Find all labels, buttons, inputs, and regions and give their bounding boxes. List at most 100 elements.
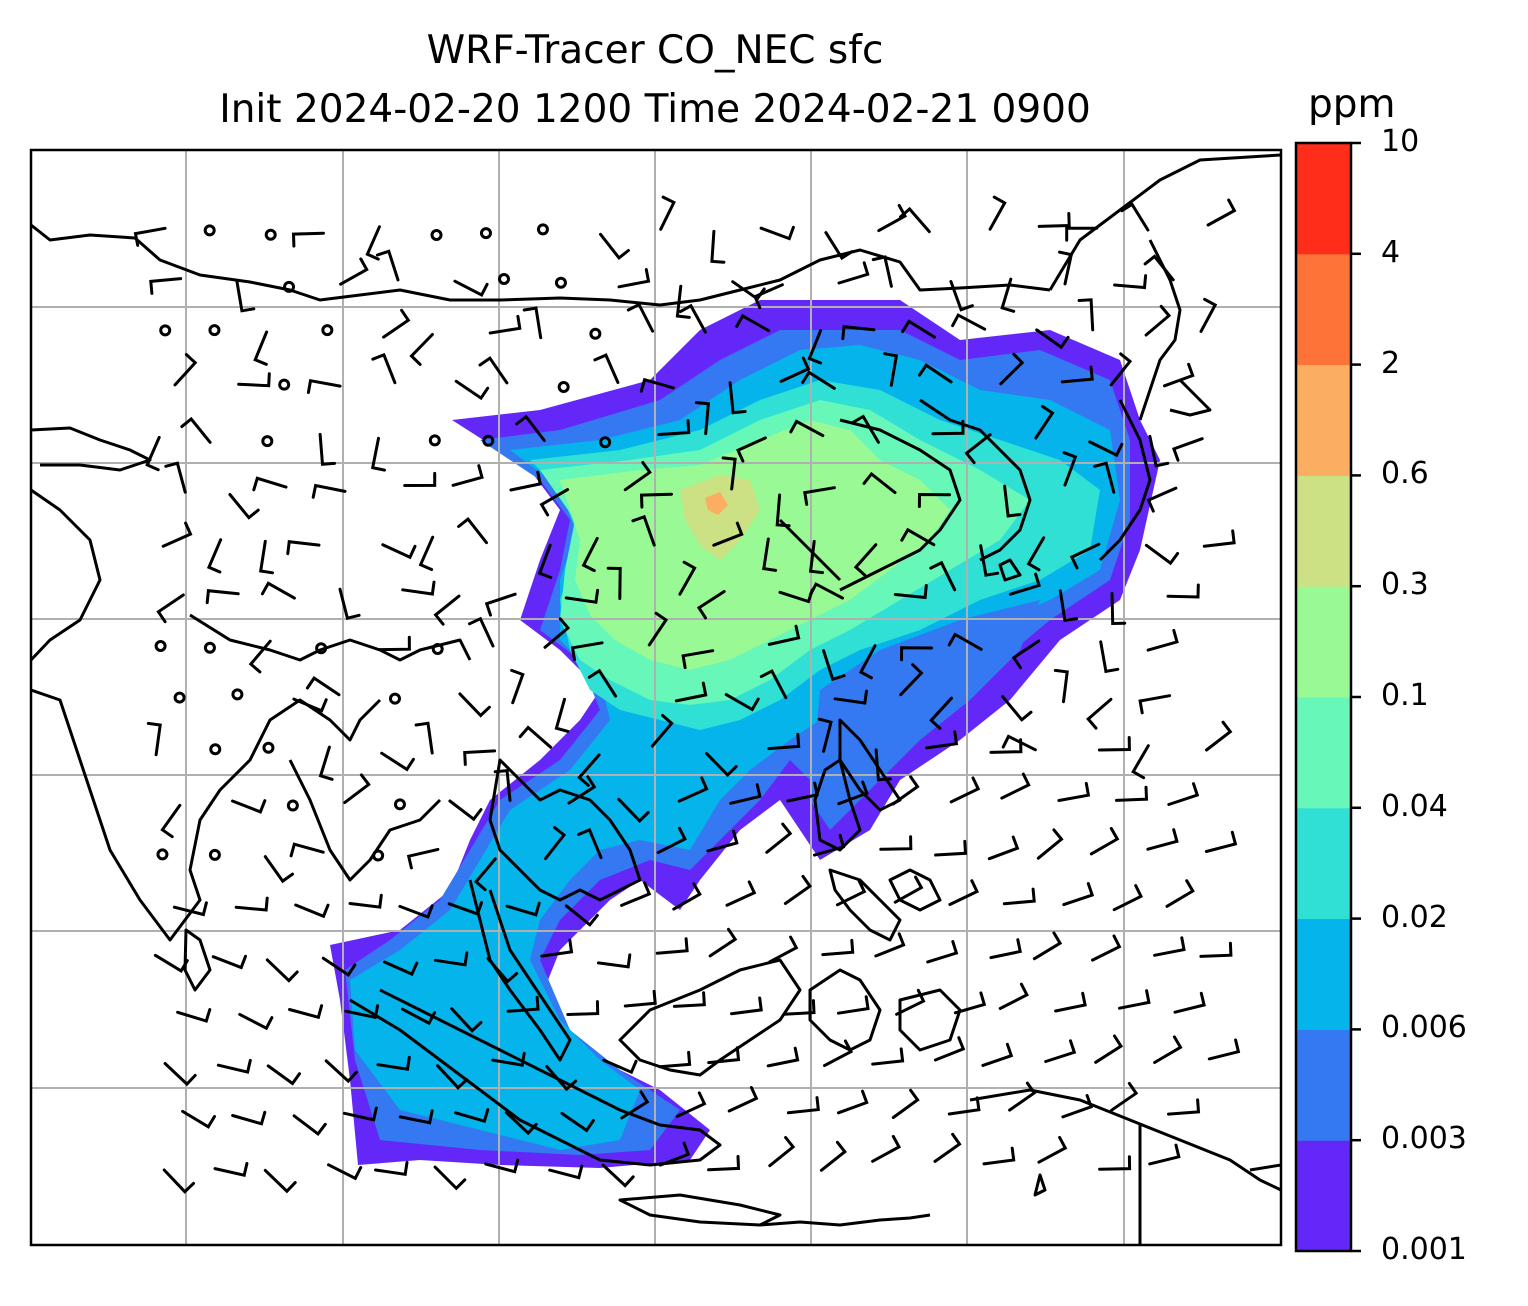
plume-east-arm xyxy=(810,600,1040,830)
wind-barb xyxy=(765,822,793,854)
wind-barb xyxy=(566,1000,600,1016)
wind-barb xyxy=(398,1109,434,1125)
wind-barb xyxy=(161,521,193,548)
wind-barb xyxy=(403,471,437,487)
wind-barb xyxy=(658,1141,691,1167)
wind-barb xyxy=(321,956,357,977)
wind-barb xyxy=(289,842,325,858)
wind-barb xyxy=(506,995,540,1013)
wind-barb xyxy=(893,584,928,600)
wind-barb xyxy=(803,486,836,506)
colorbar-tick-label: 0.6 xyxy=(1381,456,1429,492)
wind-barb xyxy=(522,306,543,340)
wind-barb xyxy=(406,847,440,870)
wind-barb xyxy=(837,1089,869,1115)
wind-barb xyxy=(813,833,846,857)
wind-barb xyxy=(234,896,269,912)
wind-barb xyxy=(786,781,819,803)
wind-barb xyxy=(1153,1035,1183,1064)
wind-barb xyxy=(409,333,434,366)
wind-barb xyxy=(1148,1143,1181,1166)
wind-barb xyxy=(851,414,880,444)
wind-barb xyxy=(1058,589,1079,623)
wind-barb xyxy=(1008,1081,1037,1112)
wind-barb xyxy=(929,560,957,592)
calm-marker xyxy=(278,378,291,391)
wind-barb xyxy=(953,991,987,1015)
wind-barb xyxy=(1109,352,1133,387)
wind-barb xyxy=(327,1163,363,1181)
wind-barb xyxy=(228,493,260,520)
colorbar-tick-label: 0.003 xyxy=(1381,1121,1467,1157)
wind-barb xyxy=(766,1046,800,1068)
wind-barb xyxy=(807,329,823,365)
wind-barb xyxy=(540,938,574,958)
wind-barb xyxy=(1036,828,1064,860)
wind-barb xyxy=(808,539,824,575)
wind-barb xyxy=(1060,365,1094,384)
calm-marker xyxy=(599,436,612,449)
calm-marker xyxy=(393,798,406,811)
wind-barb xyxy=(433,1165,467,1191)
wind-barb xyxy=(926,940,959,964)
wind-barb xyxy=(658,1050,692,1069)
wind-barb xyxy=(650,714,674,748)
calm-marker xyxy=(482,434,495,447)
colorbar-band xyxy=(1296,253,1351,366)
wind-barb xyxy=(163,1062,197,1087)
colorbar-band xyxy=(1296,143,1351,255)
wind-barb xyxy=(458,692,491,718)
wind-barb xyxy=(1001,734,1037,752)
wind-barb xyxy=(841,325,876,341)
calm-marker xyxy=(208,324,221,337)
wind-barb xyxy=(398,904,434,919)
wind-barb xyxy=(510,668,525,705)
colorbar-unit: ppm xyxy=(1308,82,1396,127)
wind-barb xyxy=(823,1039,854,1068)
wind-barb xyxy=(659,195,676,231)
colorbar-tick-label: 2 xyxy=(1381,345,1401,381)
wind-barb xyxy=(266,1064,301,1086)
wind-barb xyxy=(822,649,846,682)
wind-barb xyxy=(577,827,603,860)
wind-barb xyxy=(380,751,415,772)
wind-barb xyxy=(917,492,951,508)
wind-barb xyxy=(162,1168,195,1194)
wind-barb xyxy=(338,587,361,621)
wind-barb xyxy=(999,352,1025,386)
wind-barb xyxy=(617,797,650,824)
wind-barb xyxy=(253,330,269,366)
wind-barb xyxy=(707,1046,741,1065)
wind-barb xyxy=(949,280,974,312)
wind-barb xyxy=(172,901,208,917)
wind-barb xyxy=(181,1109,216,1129)
wind-barb xyxy=(1062,451,1078,487)
wind-barb xyxy=(947,632,983,651)
wind-barb xyxy=(414,721,434,755)
colorbar-band xyxy=(1296,1029,1351,1141)
wind-barb xyxy=(238,1012,274,1031)
calm-marker xyxy=(372,849,385,862)
wind-barb xyxy=(231,799,267,814)
wind-barb xyxy=(564,904,599,927)
wind-barb xyxy=(672,882,702,911)
wind-barb xyxy=(1058,250,1074,286)
wind-barb xyxy=(853,543,878,577)
wind-barb xyxy=(450,1007,483,1033)
calm-marker xyxy=(209,743,222,756)
wind-barb xyxy=(286,540,321,556)
wind-barb xyxy=(342,1106,378,1122)
wind-barb xyxy=(164,461,187,494)
wind-barb xyxy=(1165,879,1195,908)
wind-barb xyxy=(674,681,708,703)
wind-barb xyxy=(1008,572,1041,596)
wind-barb xyxy=(1112,884,1144,912)
plume-level-0.3 xyxy=(680,475,760,560)
wind-barb xyxy=(871,255,893,288)
wind-barb xyxy=(883,352,899,387)
wind-barb xyxy=(1097,736,1131,752)
wind-barb xyxy=(1086,697,1113,730)
calm-marker xyxy=(388,692,401,705)
colorbar-band xyxy=(1296,697,1351,809)
